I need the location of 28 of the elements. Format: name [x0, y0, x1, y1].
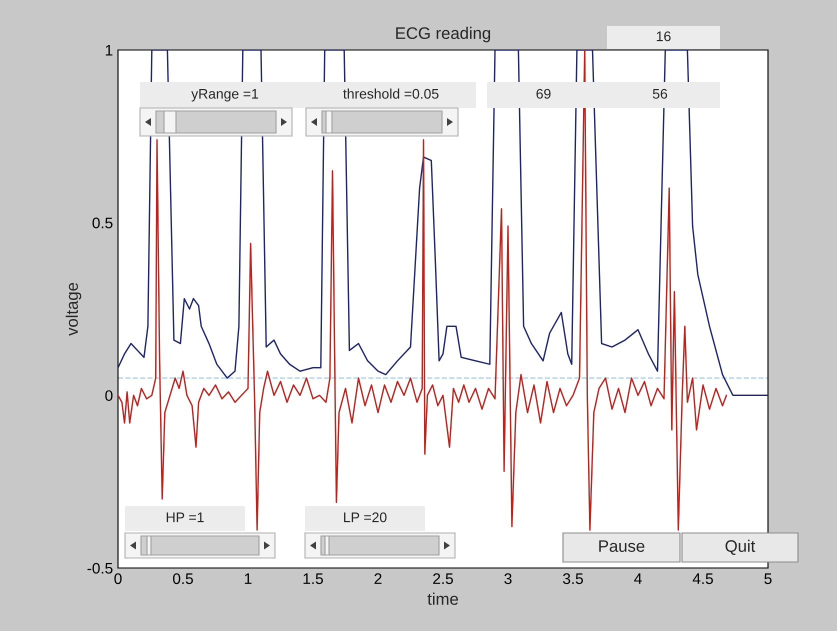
- annotation: 56: [652, 88, 668, 99]
- text: 16: [656, 31, 671, 42]
- x-tick-label: 1.5: [304, 573, 323, 584]
- y-tick-label: 0: [105, 390, 113, 402]
- x-tick-label: 1: [244, 573, 252, 584]
- x-tick-label: 4: [634, 573, 642, 584]
- y-tick-label: 1: [106, 45, 112, 56]
- x-tick-label: 0: [114, 573, 122, 584]
- x-axis-title: time: [428, 592, 458, 605]
- y-tick-label: -0.5: [87, 562, 112, 574]
- annotation: threshold =0.05: [343, 88, 438, 99]
- annotation: 69: [536, 88, 551, 99]
- annotation: yRange =1: [191, 89, 258, 102]
- annotation: Quit: [726, 540, 756, 555]
- annotation: HP =1: [166, 512, 204, 522]
- x-tick-label: 0.5: [172, 573, 193, 584]
- x-tick-label: 3.5: [562, 573, 583, 584]
- chart-title: ECG reading: [396, 26, 490, 42]
- y-axis-title: voltage: [66, 282, 82, 336]
- x-tick-label: 5: [764, 573, 772, 584]
- line-series: [118, 50, 728, 531]
- x-tick-label: 2: [374, 573, 382, 584]
- y-tick-label: 0.5: [92, 218, 112, 228]
- x-tick-label: 3: [504, 573, 512, 584]
- x-tick-label: 4.5: [692, 573, 713, 584]
- x-tick-label: 2.5: [433, 573, 453, 584]
- annotation: Pause: [599, 540, 644, 552]
- annotation: LP =20: [344, 512, 387, 522]
